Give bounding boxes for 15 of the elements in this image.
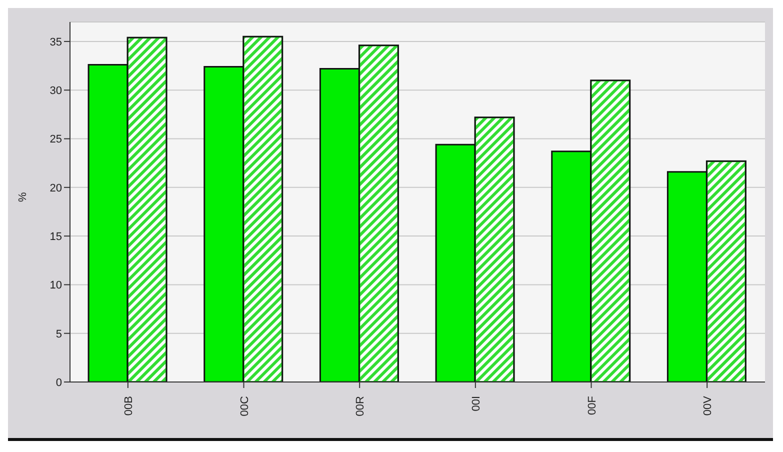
x-tick-label: 00C bbox=[238, 396, 251, 416]
y-tick-label: 25 bbox=[50, 134, 62, 146]
x-tick-label: 00B bbox=[122, 396, 135, 416]
y-tick-label: 35 bbox=[50, 36, 62, 48]
y-tick-label: 20 bbox=[50, 182, 62, 194]
y-axis-title: % bbox=[16, 192, 29, 202]
y-tick-label: 10 bbox=[50, 280, 62, 292]
x-tick-label: 00R bbox=[354, 396, 367, 416]
x-tick-label: 00I bbox=[470, 396, 482, 412]
x-tick-label: 00V bbox=[702, 395, 714, 416]
x-tick-label: 00F bbox=[586, 396, 598, 415]
y-tick-label: 5 bbox=[56, 328, 62, 340]
y-tick-label: 30 bbox=[50, 85, 62, 98]
y-tick-label: 0 bbox=[56, 376, 62, 389]
y-tick-label: 15 bbox=[50, 230, 62, 243]
